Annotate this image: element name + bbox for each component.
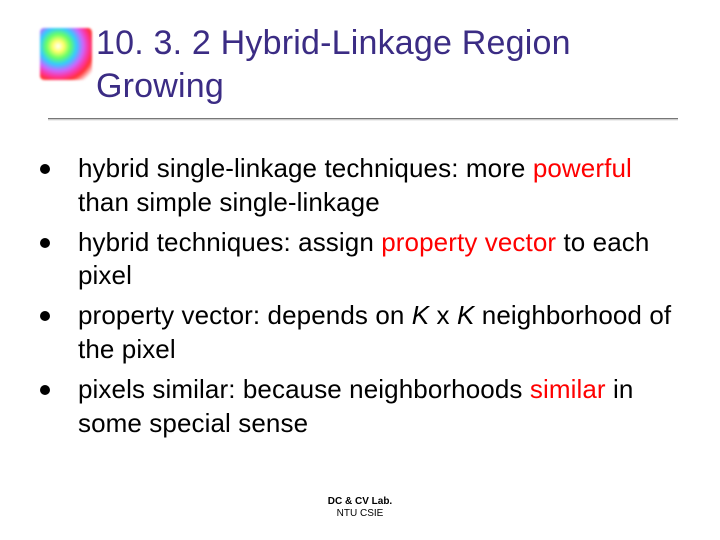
bullet-text: pixels similar: because neighborhoods si… [78, 373, 686, 441]
bullet-item: hybrid techniques: assign property vecto… [40, 226, 686, 294]
footer: DC & CV Lab. NTU CSIE [0, 496, 720, 520]
bullet-item: hybrid single-linkage techniques: more p… [40, 152, 686, 220]
highlight-text: similar [530, 374, 606, 404]
title-underline [48, 118, 678, 121]
footer-lab: DC & CV Lab. [0, 496, 720, 508]
title-block: 10. 3. 2 Hybrid-Linkage Region Growing [40, 22, 680, 107]
bullet-dot-icon [40, 238, 50, 248]
highlight-text: property vector [381, 227, 556, 257]
text-segment: x [429, 300, 457, 330]
bullet-dot-icon [40, 385, 50, 395]
bullet-item: pixels similar: because neighborhoods si… [40, 373, 686, 441]
text-segment: pixels similar: because neighborhoods [78, 374, 530, 404]
text-segment: than simple single-linkage [78, 187, 380, 217]
logo-color-wheel [40, 28, 92, 80]
highlight-text: powerful [533, 153, 632, 183]
text-segment: K [412, 300, 429, 330]
text-segment: hybrid single-linkage techniques: more [78, 153, 533, 183]
bullet-text: hybrid single-linkage techniques: more p… [78, 152, 686, 220]
bullet-dot-icon [40, 311, 50, 321]
bullet-text: hybrid techniques: assign property vecto… [78, 226, 686, 294]
footer-dept: NTU CSIE [0, 508, 720, 520]
text-segment: property vector: depends on [78, 300, 412, 330]
bullet-list: hybrid single-linkage techniques: more p… [40, 152, 686, 446]
bullet-dot-icon [40, 164, 50, 174]
text-segment: K [457, 300, 474, 330]
slide-title: 10. 3. 2 Hybrid-Linkage Region Growing [96, 22, 680, 107]
bullet-text: property vector: depends on K x K neighb… [78, 299, 686, 367]
bullet-item: property vector: depends on K x K neighb… [40, 299, 686, 367]
text-segment: hybrid techniques: assign [78, 227, 381, 257]
